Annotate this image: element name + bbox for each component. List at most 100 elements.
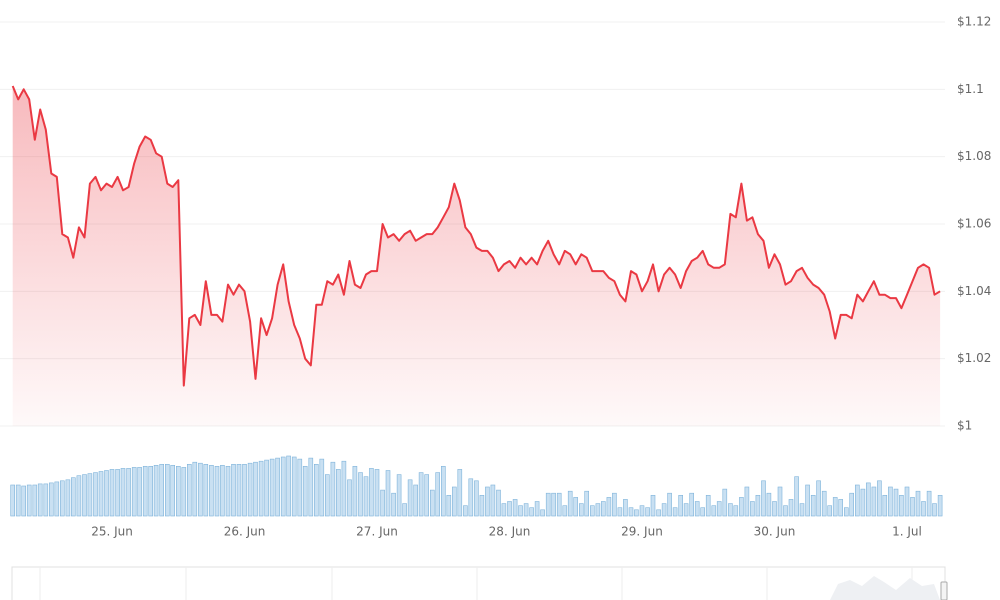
volume-bar xyxy=(827,505,833,517)
volume-bar xyxy=(656,509,661,517)
volume-bar xyxy=(424,474,430,517)
volume-bar xyxy=(76,475,82,517)
volume-bar xyxy=(705,494,711,517)
volume-bar xyxy=(71,477,76,517)
volume-bar xyxy=(192,461,198,517)
volume-bar xyxy=(573,497,579,517)
volume-bar xyxy=(231,463,236,517)
volume-bar xyxy=(435,472,441,517)
volume-bar xyxy=(893,488,899,517)
volume-bar xyxy=(694,501,700,517)
volume-bar xyxy=(82,474,87,517)
y-tick-label: $1.06 xyxy=(957,217,991,231)
volume-bar xyxy=(777,486,783,517)
volume-bar xyxy=(269,458,275,517)
navigator-frame xyxy=(11,566,946,600)
price-area xyxy=(12,86,941,426)
volume-bar xyxy=(678,494,684,517)
volume-bar xyxy=(645,507,650,517)
volume-bar xyxy=(545,492,551,517)
volume-bar xyxy=(650,494,656,517)
volume-bar xyxy=(849,492,855,517)
volume-bar xyxy=(739,497,744,517)
volume-bar xyxy=(21,485,27,517)
volume-bar xyxy=(198,462,203,517)
volume-bar xyxy=(882,494,888,517)
volume-bar xyxy=(220,464,225,517)
volume-bar xyxy=(225,465,231,517)
volume-bar xyxy=(551,492,556,517)
volume-bar xyxy=(258,460,264,517)
volume-bar xyxy=(843,507,849,517)
volume-bar xyxy=(667,492,672,517)
volume-bar xyxy=(700,507,706,517)
volume-bar xyxy=(474,480,479,517)
volume-bar xyxy=(661,503,667,517)
volume-bar xyxy=(600,501,606,517)
volume-bar xyxy=(821,490,827,517)
volume-bar xyxy=(264,459,269,517)
volume-bar xyxy=(463,505,468,517)
volume-bar xyxy=(120,468,126,517)
volume-bar xyxy=(562,505,568,517)
volume-bar xyxy=(451,486,457,517)
volume-bar xyxy=(32,484,38,517)
volume-bar xyxy=(286,455,291,517)
volume-bar xyxy=(407,479,413,517)
volume-bar xyxy=(385,470,391,517)
volume-bar xyxy=(910,497,915,517)
volume-bar xyxy=(43,483,49,517)
volume-bar xyxy=(794,476,799,517)
volume-bar xyxy=(148,465,153,517)
volume-bar xyxy=(297,458,303,517)
volume-bar xyxy=(98,471,104,517)
x-tick-label: 30. Jun xyxy=(754,525,796,539)
navigator-preview xyxy=(830,576,940,600)
volume-bar xyxy=(750,501,755,517)
x-tick-label: 28. Jun xyxy=(489,525,531,539)
volume-bar xyxy=(932,503,937,517)
volume-bars xyxy=(10,455,943,517)
volume-bar xyxy=(733,505,739,517)
volume-bar xyxy=(501,503,507,517)
volume-bar xyxy=(402,503,407,517)
volume-bar xyxy=(59,480,65,517)
volume-bar xyxy=(584,490,590,517)
volume-bar xyxy=(159,463,164,517)
volume-bar xyxy=(860,488,866,517)
volume-bar xyxy=(104,470,109,517)
volume-bar xyxy=(888,486,893,517)
volume-bar xyxy=(832,497,838,517)
volume-bar xyxy=(369,468,374,517)
volume-bar xyxy=(15,484,21,517)
volume-bar xyxy=(810,494,816,517)
volume-bar xyxy=(899,494,904,517)
volume-bar xyxy=(468,478,474,517)
volume-bar xyxy=(617,507,623,517)
volume-bar xyxy=(242,463,247,517)
navigator[interactable] xyxy=(11,566,948,600)
price-line xyxy=(11,85,941,387)
volume-bar xyxy=(728,503,733,517)
volume-bar xyxy=(214,465,220,517)
navigator-handle[interactable] xyxy=(940,581,948,600)
volume-bar xyxy=(529,507,534,517)
volume-bar xyxy=(142,465,148,517)
volume-bar xyxy=(347,479,352,517)
volume-bar xyxy=(330,461,336,517)
volume-bar xyxy=(324,474,330,517)
volume-bar xyxy=(396,474,402,517)
volume-bar xyxy=(865,482,871,517)
volume-bar xyxy=(313,463,319,517)
volume-bar xyxy=(126,468,131,517)
volume-bar xyxy=(485,486,490,517)
volume-bar xyxy=(854,484,860,517)
volume-bar xyxy=(176,465,181,517)
volume-bar xyxy=(761,480,766,517)
volume-bar xyxy=(496,489,501,517)
y-tick-label: $1.1 xyxy=(957,82,984,96)
volume-bar xyxy=(540,509,545,517)
volume-bar xyxy=(744,486,750,517)
